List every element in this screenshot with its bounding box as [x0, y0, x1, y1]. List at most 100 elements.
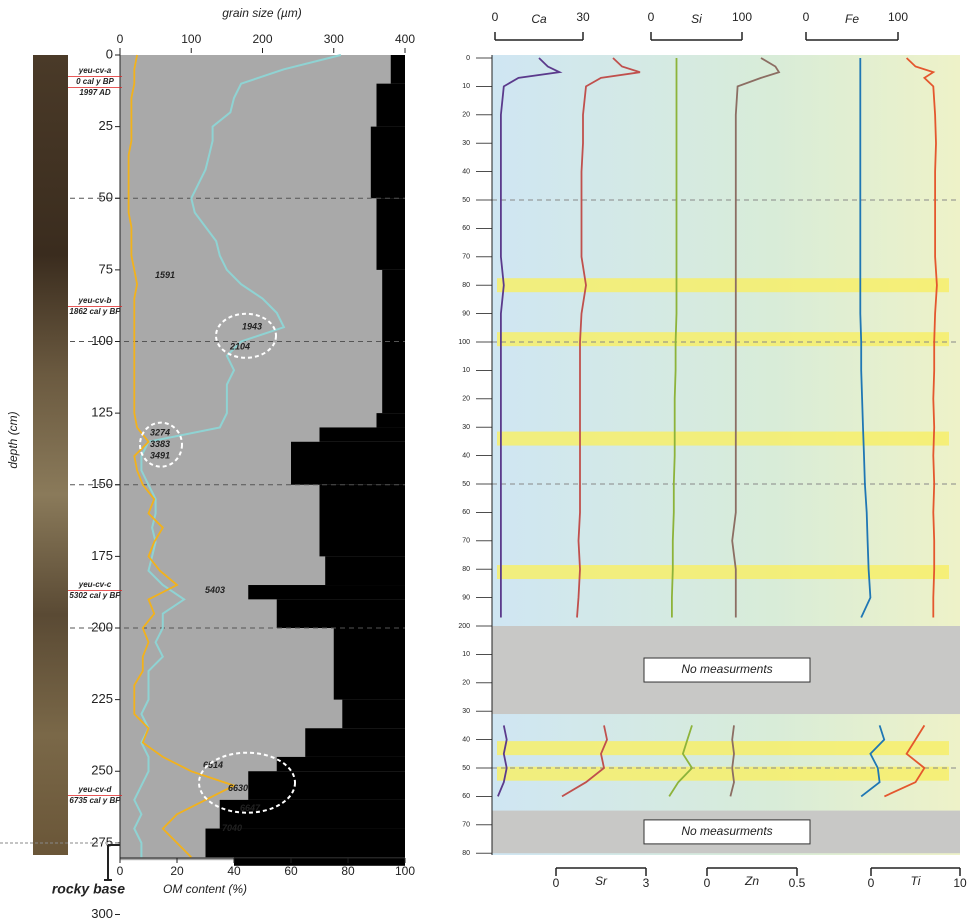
date-label: 6735 cal y BP [69, 796, 121, 805]
depth-tick-label: 40 [462, 736, 470, 743]
om-tick-label: 60 [284, 864, 298, 878]
age-annotation: 3274 [150, 428, 170, 438]
depth-tick-label: 90 [462, 310, 470, 317]
depth-tick-label: 0 [466, 55, 470, 62]
no-measurement-label: No measurments [681, 662, 772, 676]
depth-tick-label: 30 [462, 424, 470, 431]
element-name: Si [691, 12, 702, 26]
black-bar [234, 857, 405, 866]
depth-tick-label: 30 [462, 708, 470, 715]
black-bar [248, 585, 405, 600]
plot-background [492, 55, 960, 855]
element-tick-label: 0 [704, 876, 711, 890]
depth-tick-label: 200 [458, 623, 470, 630]
black-bar [376, 198, 405, 270]
base-bracket [104, 844, 120, 881]
base-label: rocky base [52, 881, 125, 897]
element-name: Ti [911, 874, 921, 888]
date-label: yeu-cv-b [78, 296, 112, 305]
black-bar [319, 427, 405, 442]
depth-tick-label: 75 [99, 261, 113, 276]
depth-tick-label: 50 [462, 481, 470, 488]
date-label: 0 cal y BP [76, 77, 114, 86]
depth-label: depth (cm) [6, 411, 20, 468]
depth-tick-label: 10 [462, 367, 470, 374]
depth-tick-label: 90 [462, 594, 470, 601]
grain-tick-label: 100 [181, 32, 201, 46]
depth-tick-label: 200 [91, 619, 113, 634]
grain-size-line [133, 54, 342, 858]
depth-tick-label: 10 [462, 83, 470, 90]
black-bar [276, 756, 405, 772]
age-annotation: 6647 [240, 803, 261, 813]
age-annotation: 1943 [242, 322, 262, 332]
grain-tick-label: 300 [324, 32, 344, 46]
black-bar [219, 799, 405, 829]
black-bar [382, 269, 405, 342]
depth-tick-label: 20 [462, 396, 470, 403]
element-tick-label: 30 [576, 10, 590, 24]
depth-tick-label: 300 [91, 906, 113, 920]
age-annotation: 2104 [229, 342, 250, 352]
depth-tick-label: 80 [462, 850, 470, 857]
element-name: Ca [531, 12, 547, 26]
depth-tick-label: 80 [462, 566, 470, 573]
element-line [729, 57, 781, 797]
grain-tick-label: 400 [395, 32, 415, 46]
om-tick-label: 80 [341, 864, 355, 878]
age-annotation: 3491 [150, 450, 170, 460]
highlight-band [497, 278, 949, 293]
highlight-ellipse [139, 421, 183, 468]
date-label: yeu-cv-a [78, 66, 112, 75]
date-label: yeu-cv-d [78, 785, 113, 794]
no-measurement-box [643, 819, 811, 845]
element-tick-label: 0 [553, 876, 560, 890]
element-tick-label: 0 [492, 10, 499, 24]
black-bar [376, 413, 405, 428]
age-annotation: 1591 [155, 270, 175, 280]
om-line [127, 54, 237, 858]
depth-tick-label: 100 [91, 333, 113, 348]
highlight-ellipse [215, 312, 277, 359]
element-tick-label: 0.5 [789, 876, 806, 890]
black-bar [319, 484, 405, 557]
date-label: yeu-cv-c [78, 580, 112, 589]
element-line [497, 57, 563, 797]
black-bar [376, 83, 405, 127]
depth-tick-label: 50 [462, 765, 470, 772]
element-line [884, 57, 938, 798]
black-bar [390, 55, 405, 84]
black-bar [370, 126, 405, 199]
age-annotation: 5403 [205, 585, 225, 595]
no-measurement-box [643, 657, 811, 683]
depth-tick-label: 275 [91, 834, 113, 849]
element-tick-label: 0 [868, 876, 875, 890]
depth-tick-label: 70 [462, 538, 470, 545]
depth-tick-label: 150 [91, 476, 113, 491]
om-tick-label: 20 [170, 864, 184, 878]
no-measurement-label: No measurments [681, 824, 772, 838]
om-tick-label: 40 [227, 864, 241, 878]
black-bar [333, 628, 405, 700]
black-bar [205, 828, 405, 858]
age-annotation: 6630 [228, 783, 248, 793]
depth-tick-label: 70 [462, 822, 470, 829]
element-tick-label: 3 [643, 876, 650, 890]
depth-tick-label: 20 [462, 680, 470, 687]
grain-tick-label: 200 [252, 32, 272, 46]
black-bar [382, 341, 405, 414]
element-line [561, 57, 641, 798]
grain-size-label: grain size (µm) [222, 6, 302, 20]
date-label: 1862 cal y BP [69, 307, 121, 316]
depth-tick-label: 30 [462, 140, 470, 147]
black-bar [325, 556, 405, 586]
highlight-band [497, 431, 949, 446]
highlight-band [497, 565, 949, 580]
depth-tick-label: 50 [99, 190, 113, 205]
grain-tick-label: 0 [117, 32, 124, 46]
element-name: Zn [744, 874, 759, 888]
element-tick-label: 100 [732, 10, 752, 24]
element-name: Fe [845, 12, 859, 26]
age-annotation: 3383 [150, 439, 170, 449]
element-name: Sr [595, 874, 608, 888]
